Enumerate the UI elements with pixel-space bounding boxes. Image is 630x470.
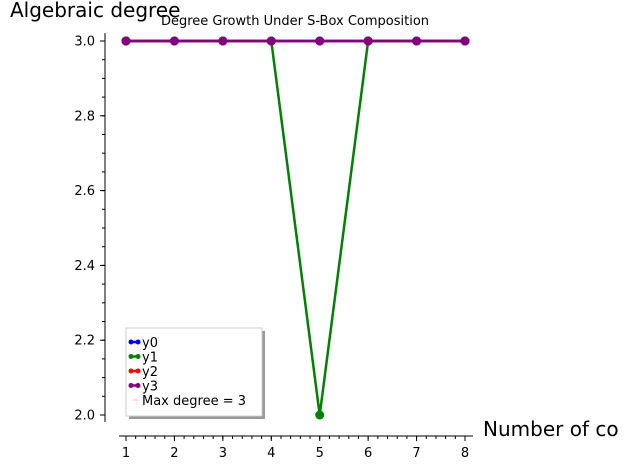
legend-label: y3 xyxy=(142,380,158,395)
data-point xyxy=(218,36,228,46)
x-tick-label: 7 xyxy=(412,446,420,461)
series-y3 xyxy=(121,36,470,46)
data-point xyxy=(266,36,276,46)
x-tick-label: 3 xyxy=(219,446,227,461)
data-point xyxy=(169,36,179,46)
data-point xyxy=(460,36,470,46)
y-tick-label: 2.0 xyxy=(74,409,95,424)
legend-marker xyxy=(135,383,141,388)
y-tick-label: 2.2 xyxy=(74,334,95,349)
x-tick-label: 1 xyxy=(122,446,130,461)
legend-marker xyxy=(128,339,134,345)
legend-label: Max degree = 3 xyxy=(142,394,246,409)
legend-marker xyxy=(128,368,134,374)
y-tick-label: 2.4 xyxy=(74,259,95,274)
data-point xyxy=(363,36,373,46)
data-point xyxy=(315,410,325,420)
y-axis-label: Algebraic degree xyxy=(10,0,180,22)
legend-marker xyxy=(135,368,141,374)
legend-label: y2 xyxy=(142,365,158,380)
legend-marker xyxy=(135,339,141,345)
x-tick-label: 6 xyxy=(364,446,372,461)
chart-title: Degree Growth Under S-Box Composition xyxy=(161,14,429,29)
x-tick-label: 5 xyxy=(316,446,324,461)
data-point xyxy=(315,36,325,46)
y-tick-label: 3.0 xyxy=(74,35,95,50)
legend-marker xyxy=(135,354,141,359)
x-axis-label: Number of co xyxy=(483,417,619,441)
y-tick-label: 2.6 xyxy=(74,184,95,199)
x-tick-label: 4 xyxy=(267,446,275,461)
legend-label: y1 xyxy=(142,351,158,366)
x-tick-label: 8 xyxy=(461,446,469,461)
legend-marker xyxy=(128,383,134,388)
data-point xyxy=(412,36,422,46)
legend-box xyxy=(125,327,263,417)
x-tick-label: 2 xyxy=(170,446,178,461)
data-point xyxy=(121,36,131,46)
legend-marker xyxy=(128,354,134,359)
y-tick-label: 2.8 xyxy=(74,109,95,124)
legend-label: y0 xyxy=(142,336,158,351)
